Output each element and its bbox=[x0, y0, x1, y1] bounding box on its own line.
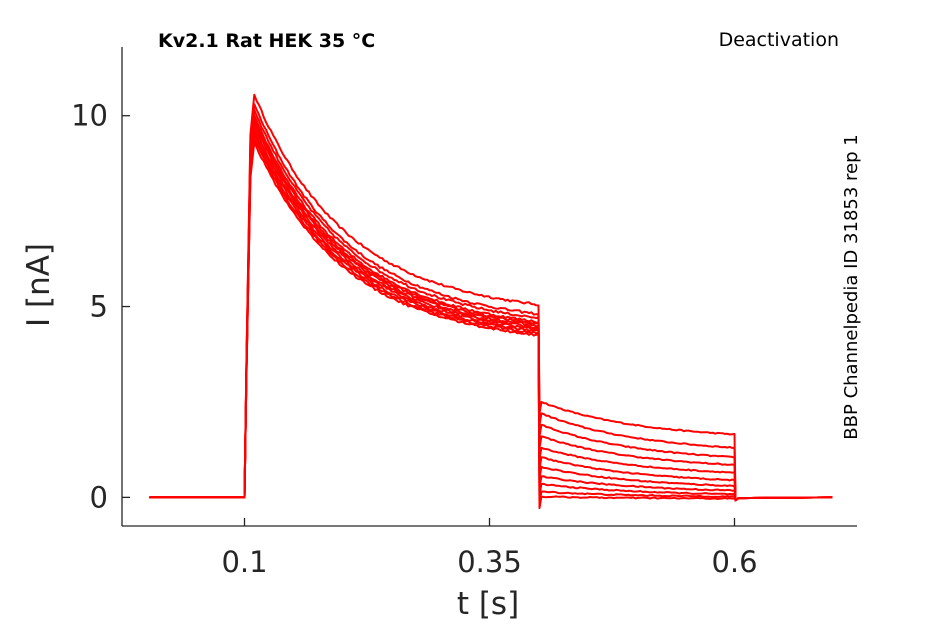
y-ticks: 0 5 10 bbox=[71, 99, 130, 514]
y-axis-label: I [nA] bbox=[21, 243, 57, 327]
y-tick-label: 10 bbox=[71, 99, 108, 133]
current-trace-1 bbox=[149, 93, 833, 502]
current-trace-9 bbox=[149, 133, 833, 502]
chart-title: Kv2.1 Rat HEK 35 °C bbox=[158, 30, 375, 52]
current-trace-10 bbox=[149, 137, 833, 505]
x-ticks: 0.1 0.35 0.6 bbox=[221, 518, 758, 579]
trace-group bbox=[149, 93, 833, 510]
x-tick-label: 0.35 bbox=[457, 545, 522, 579]
x-tick-label: 0.1 bbox=[221, 545, 267, 579]
y-tick-label: 5 bbox=[90, 290, 108, 324]
chart-subtitle: Deactivation bbox=[719, 29, 839, 51]
current-trace-5 bbox=[149, 118, 833, 502]
current-trace-2 bbox=[149, 103, 833, 502]
current-trace-6 bbox=[149, 122, 833, 502]
x-tick-label: 0.6 bbox=[711, 545, 757, 579]
current-trace-3 bbox=[149, 109, 833, 502]
current-trace-7 bbox=[149, 126, 833, 502]
current-trace-11 bbox=[149, 141, 833, 510]
current-trace-8 bbox=[149, 130, 833, 502]
current-trace-4 bbox=[149, 114, 833, 502]
channelpedia-id-label: BBP Channelpedia ID 31853 rep 1 bbox=[841, 134, 862, 439]
x-axis-label: t [s] bbox=[457, 586, 519, 622]
y-tick-label: 0 bbox=[90, 480, 108, 514]
